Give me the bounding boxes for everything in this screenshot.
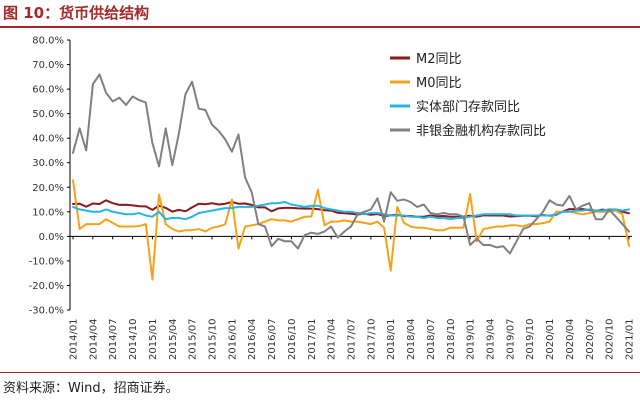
x-tick-label: 2021/01	[625, 318, 636, 360]
x-tick-label: 2019/10	[525, 318, 536, 360]
line-chart: 80.0% 70.0% 60.0% 50.0% 40.0% 30.0% 20.0% 10.0%…	[29, 36, 636, 361]
x-tick-label: 2015/07	[188, 318, 199, 360]
x-tick-label: 2016/10	[287, 318, 298, 360]
figure-title: 图 10：货币供给结构	[3, 4, 150, 22]
source-note: 资料来源：Wind，招商证券。	[3, 381, 179, 396]
x-tick-label: 2014/07	[108, 318, 119, 360]
x-tick-label: 2017/01	[307, 318, 318, 360]
x-tick-label: 2016/04	[247, 318, 258, 360]
x-tick-label: 2018/10	[446, 318, 457, 360]
y-tick-label: 80.0%	[32, 36, 64, 47]
y-tick-label: 20.0%	[32, 183, 64, 194]
x-tick-label: 2019/01	[466, 318, 477, 360]
x-tick-label: 2017/10	[366, 318, 377, 360]
x-tick-label: 2014/04	[88, 318, 99, 360]
entity-deposit-series-line	[72, 201, 630, 221]
title-rule	[0, 26, 640, 28]
x-tick-label: 2015/10	[208, 318, 219, 360]
x-tick-label: 2019/07	[505, 318, 516, 360]
y-tick-label: 60.0%	[32, 85, 64, 96]
x-tick-label: 2016/07	[267, 318, 278, 360]
y-tick-label: -30.0%	[29, 306, 64, 317]
x-tick-label: 2017/04	[327, 318, 338, 360]
y-axis-ticks: 80.0% 70.0% 60.0% 50.0% 40.0% 30.0% 20.0% 10.0%…	[29, 36, 70, 317]
y-tick-label: 10.0%	[32, 207, 64, 218]
x-tick-label: 2020/01	[545, 318, 556, 360]
x-tick-label: 2020/07	[585, 318, 596, 360]
y-tick-label: -20.0%	[29, 281, 64, 292]
x-tick-label: 2017/07	[347, 318, 358, 360]
y-tick-label: 0.0%	[39, 232, 64, 243]
x-tick-label: 2020/10	[605, 318, 616, 360]
legend-item-nonbank-deposit: 非银金融机构存款同比	[416, 123, 546, 139]
x-tick-label: 2018/01	[386, 318, 397, 360]
y-tick-label: -10.0%	[29, 256, 64, 267]
legend-item-m2: M2同比	[416, 52, 462, 67]
legend-item-m0: M0同比	[416, 76, 462, 91]
m0-series-line	[72, 179, 630, 281]
x-tick-label: 2019/04	[486, 318, 497, 360]
series-lines	[72, 73, 630, 281]
x-tick-label: 2015/01	[148, 318, 159, 360]
y-tick-label: 50.0%	[32, 109, 64, 120]
y-tick-label: 70.0%	[32, 60, 64, 71]
x-tick-label: 2014/01	[69, 318, 80, 360]
x-tick-label: 2016/01	[227, 318, 238, 360]
x-tick-label: 2020/04	[565, 318, 576, 360]
source-rule	[0, 372, 640, 373]
x-tick-label: 2014/10	[128, 318, 139, 360]
y-tick-label: 40.0%	[32, 134, 64, 145]
x-tick-label: 2015/04	[168, 318, 179, 360]
y-tick-label: 30.0%	[32, 158, 64, 169]
x-axis-ticks: 2014/01 2014/04 2014/07 2014/10 2015/01 2015/…	[69, 236, 636, 360]
x-tick-label: 2018/07	[426, 318, 437, 360]
x-tick-label: 2018/04	[406, 318, 417, 360]
nonbank-deposit-series-line	[72, 73, 630, 255]
legend-item-entity-deposit: 实体部门存款同比	[416, 100, 520, 115]
